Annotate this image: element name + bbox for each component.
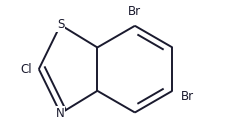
Text: S: S	[57, 18, 64, 31]
Text: Br: Br	[180, 90, 194, 103]
Text: N: N	[56, 107, 65, 120]
Text: Cl: Cl	[20, 63, 32, 76]
Text: Br: Br	[128, 5, 141, 18]
